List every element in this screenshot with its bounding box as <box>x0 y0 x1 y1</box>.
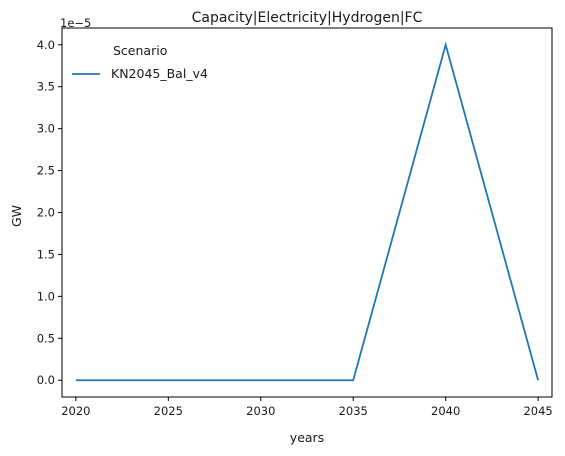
x-tick-label: 2020 <box>61 404 90 418</box>
y-axis-label: GW <box>9 205 24 227</box>
y-tick-label: 3.0 <box>37 122 55 136</box>
x-axis-label: years <box>290 430 324 445</box>
y-tick-label: 2.5 <box>37 164 55 178</box>
legend: Scenario KN2045_Bal_v4 <box>72 43 208 81</box>
x-tick-label: 2025 <box>154 404 183 418</box>
y-tick-label: 1.5 <box>37 247 55 261</box>
y-tick-label: 3.5 <box>37 80 55 94</box>
legend-title: Scenario <box>113 43 167 58</box>
chart-title: Capacity|Electricity|Hydrogen|FC <box>192 10 423 26</box>
x-tick-label: 2030 <box>246 404 275 418</box>
x-tick-label: 2040 <box>431 404 460 418</box>
y-tick-label: 2.0 <box>37 206 55 220</box>
x-tick-label: 2045 <box>523 404 552 418</box>
legend-entry-kn2045-bal-v4: KN2045_Bal_v4 <box>111 66 208 81</box>
series-line-kn2045-bal-v4 <box>75 41 539 382</box>
plot-frame <box>61 27 553 398</box>
y-tick-label: 0.0 <box>37 373 55 387</box>
y-tick-label: 1.0 <box>37 289 55 303</box>
y-tick-label: 4.0 <box>37 38 55 52</box>
y-tick-label: 0.5 <box>37 331 55 345</box>
x-tick-label: 2035 <box>339 404 368 418</box>
y-offset-text: 1e−5 <box>60 16 91 30</box>
